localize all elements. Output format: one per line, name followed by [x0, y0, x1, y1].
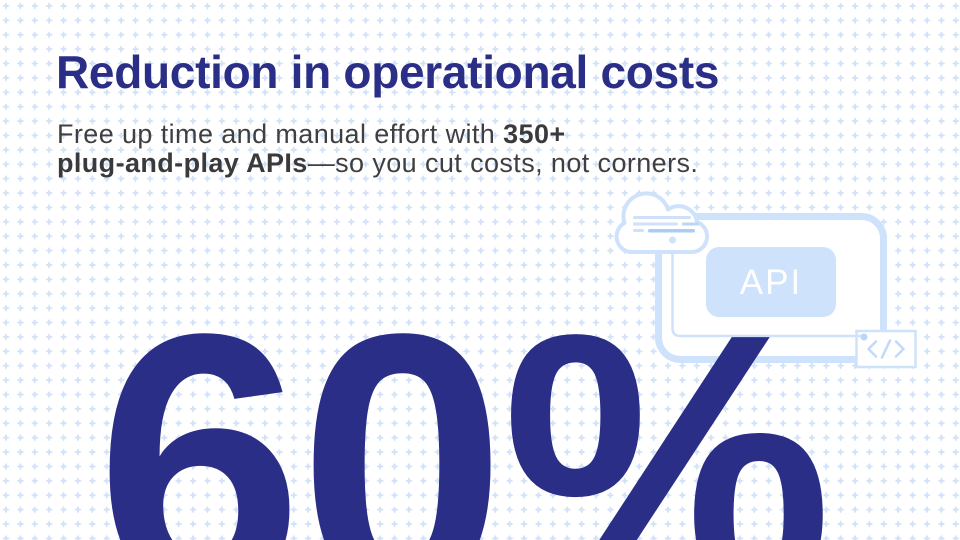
page-title: Reduction in operational costs — [56, 46, 720, 98]
connector-node — [860, 333, 868, 341]
code-brackets-icon — [867, 339, 905, 359]
cloud-text-lines — [633, 216, 699, 233]
subtitle-text: —so you cut costs, not corners. — [307, 148, 699, 178]
connector-line — [671, 243, 862, 338]
api-chip — [706, 247, 836, 317]
api-chip-label: API — [740, 263, 802, 302]
connector-node — [669, 236, 676, 244]
subtitle-text: Free up time and manual effort with — [57, 119, 504, 149]
stat-value: 60% — [96, 256, 833, 540]
api-illustration: API — [614, 191, 917, 369]
subtitle-highlight: plug-and-play APIs — [57, 148, 308, 178]
subtitle: Free up time and manual effort with 350+… — [57, 120, 698, 178]
subtitle-highlight: 350+ — [503, 119, 566, 149]
